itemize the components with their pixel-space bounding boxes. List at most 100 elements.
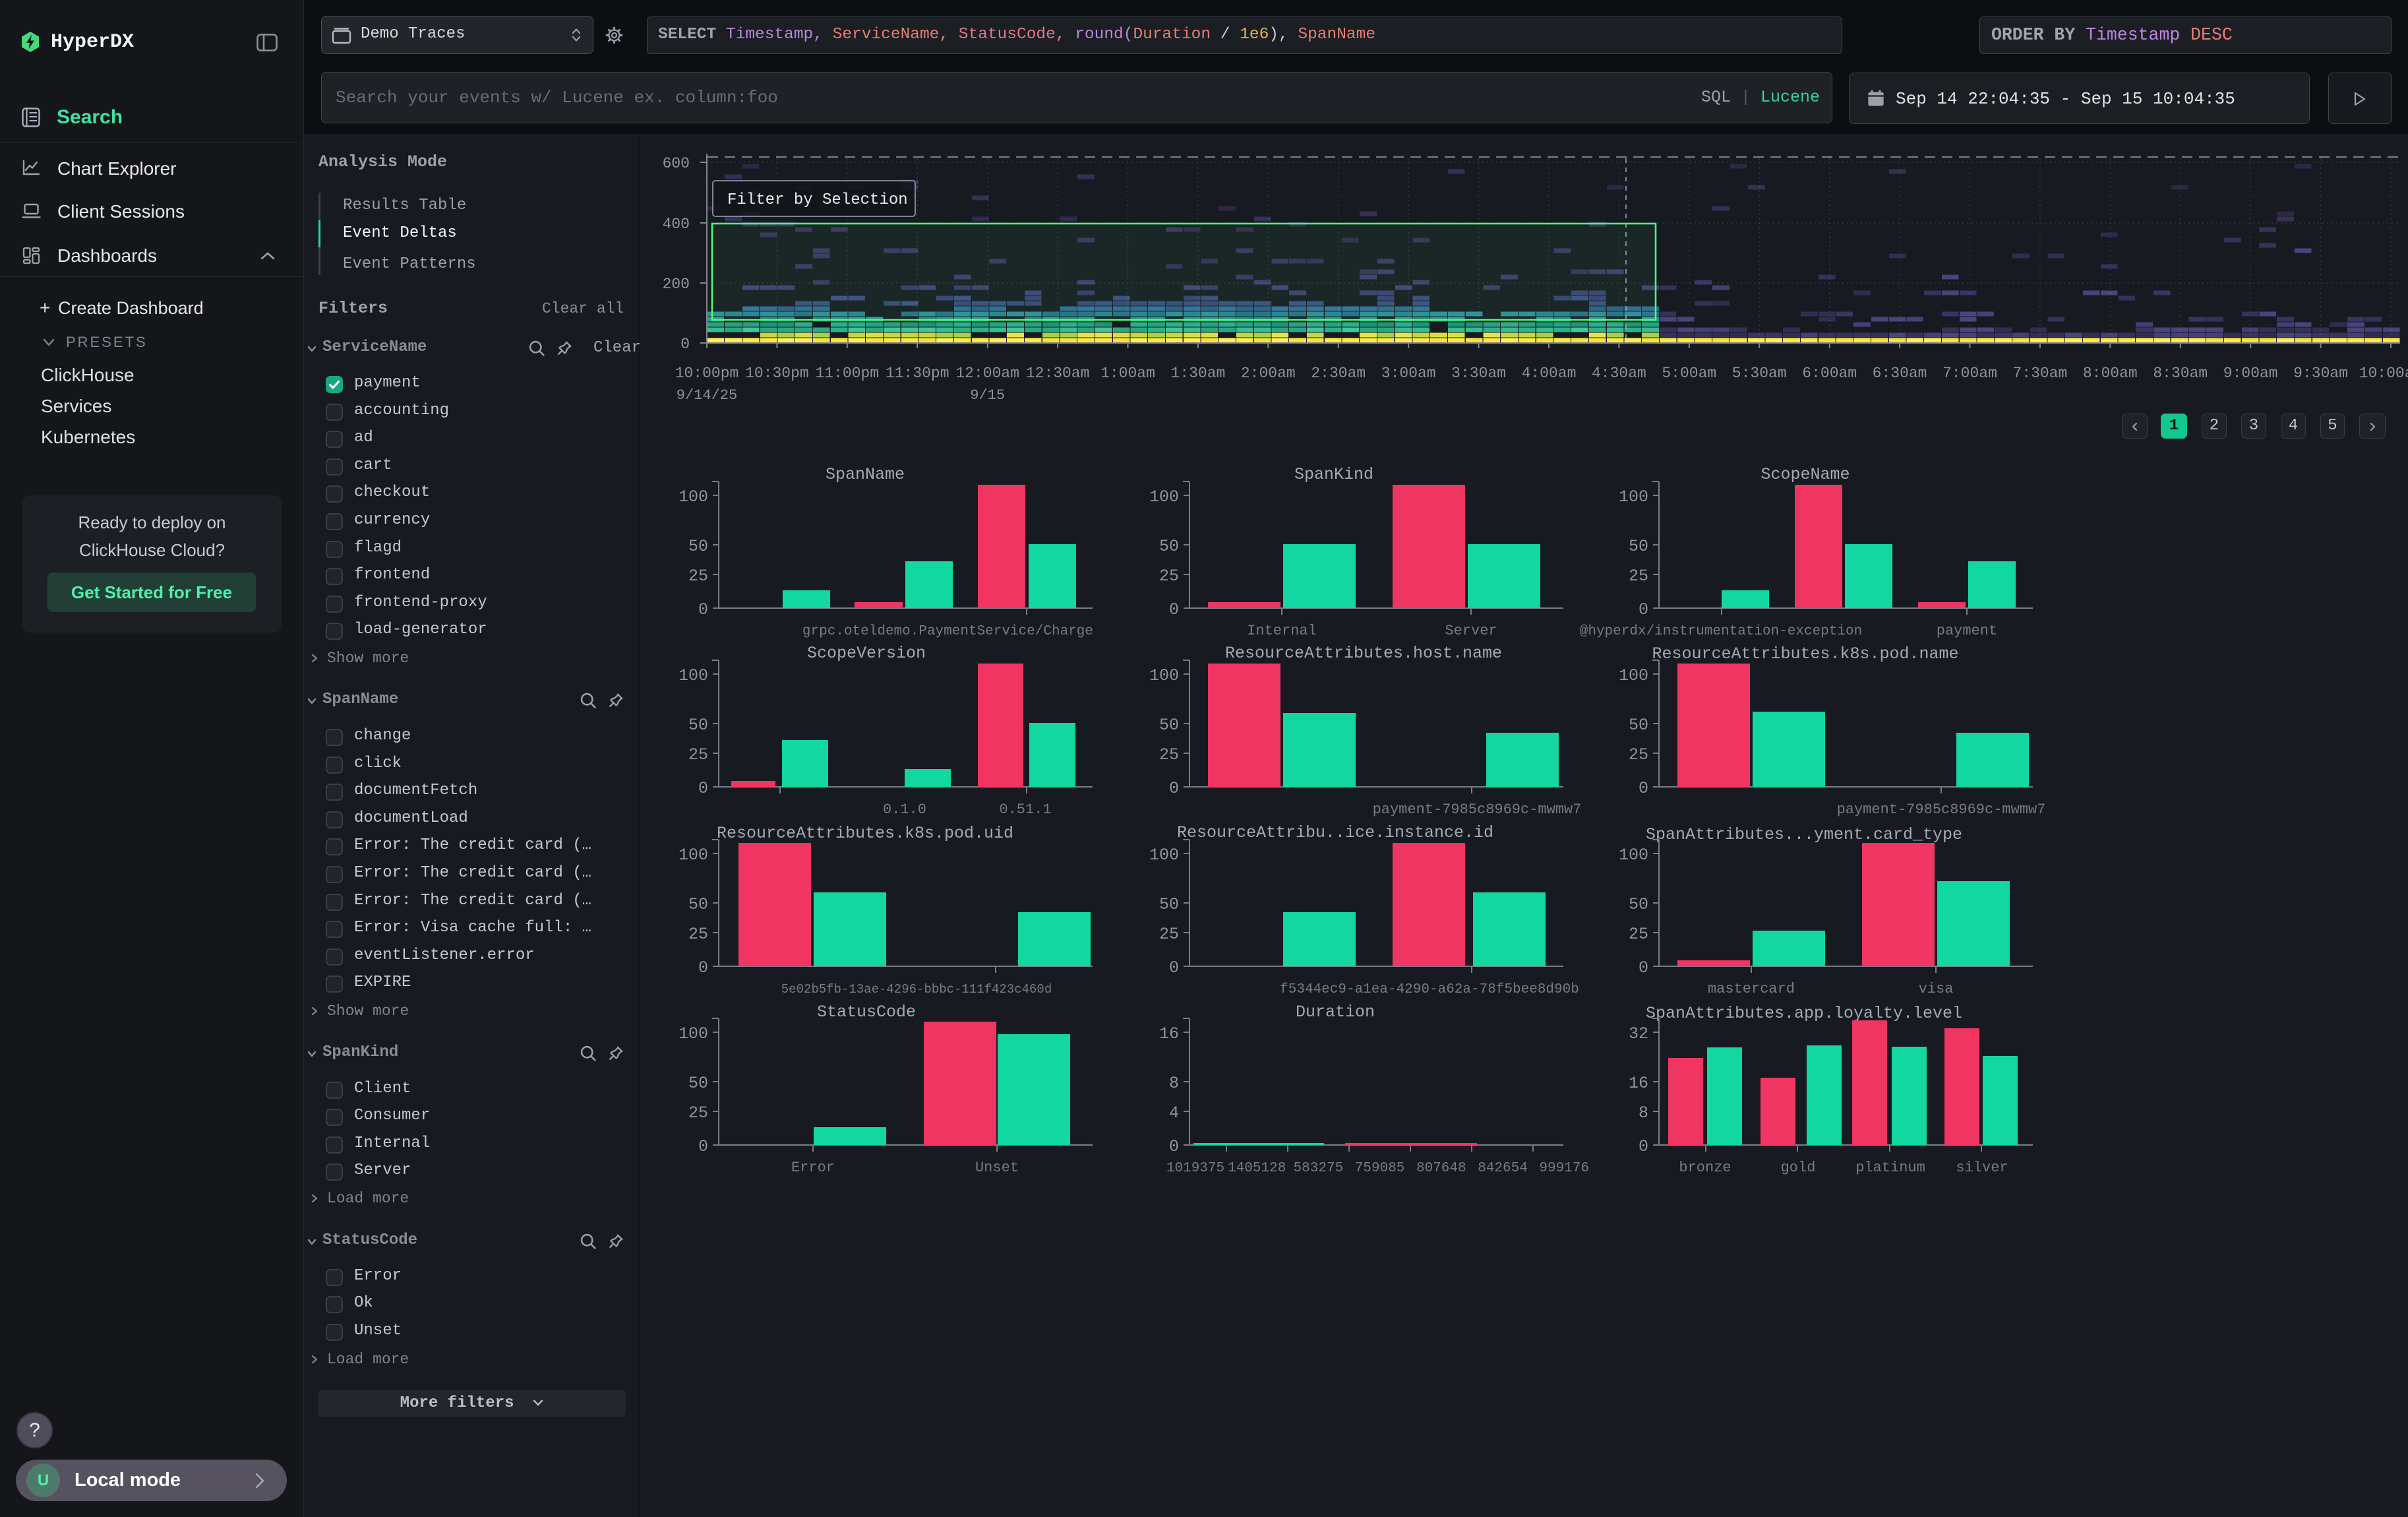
svg-text:25: 25 [688, 1103, 708, 1123]
svg-text:0: 0 [1639, 600, 1648, 619]
svg-text:1019375: 1019375 [1166, 1161, 1224, 1176]
svg-text:2:30am: 2:30am [1311, 365, 1366, 382]
svg-text:gold: gold [1781, 1160, 1816, 1176]
svg-text:0: 0 [1639, 1137, 1648, 1156]
svg-text:9/14/25: 9/14/25 [677, 387, 737, 404]
svg-text:50: 50 [1629, 537, 1648, 556]
svg-text:0: 0 [1169, 1137, 1179, 1156]
svg-text:50: 50 [1159, 895, 1179, 914]
svg-text:Filter by Selection: Filter by Selection [727, 191, 908, 209]
svg-text:ScopeVersion: ScopeVersion [807, 644, 926, 663]
svg-text:ResourceAttribu..ice.instance.: ResourceAttribu..ice.instance.id [1177, 823, 1493, 842]
svg-text:11:00pm: 11:00pm [815, 365, 879, 382]
svg-text:100: 100 [1619, 846, 1648, 865]
svg-text:600: 600 [663, 155, 690, 172]
svg-text:StatusCode: StatusCode [817, 1003, 916, 1022]
svg-text:100: 100 [1619, 666, 1648, 685]
svg-text:100: 100 [678, 666, 708, 685]
svg-text:payment: payment [1937, 623, 1997, 639]
svg-text:7:30am: 7:30am [2012, 365, 2067, 382]
svg-text:16: 16 [1629, 1074, 1648, 1093]
svg-text:16: 16 [1159, 1024, 1179, 1043]
svg-text:11:30pm: 11:30pm [886, 365, 949, 382]
svg-text:8: 8 [1639, 1103, 1648, 1123]
svg-text:100: 100 [1619, 487, 1648, 507]
svg-text:4:00am: 4:00am [1522, 365, 1577, 382]
svg-text:9:00am: 9:00am [2223, 365, 2278, 382]
svg-text:0: 0 [698, 958, 708, 977]
svg-text:platinum: platinum [1855, 1160, 1925, 1176]
svg-text:4:30am: 4:30am [1592, 365, 1646, 382]
svg-text:25: 25 [1159, 925, 1179, 944]
svg-text:SpanKind: SpanKind [1294, 465, 1373, 484]
svg-text:0: 0 [1169, 600, 1179, 619]
svg-text:807648: 807648 [1416, 1161, 1466, 1176]
svg-text:50: 50 [1159, 537, 1179, 556]
svg-text:Duration: Duration [1296, 1003, 1375, 1022]
svg-text:0: 0 [698, 600, 708, 619]
svg-text:100: 100 [1149, 666, 1179, 685]
svg-text:0: 0 [680, 336, 690, 353]
svg-text:@hyperdx/instrumentation-excep: @hyperdx/instrumentation-exception [1580, 624, 1862, 639]
svg-text:12:00am: 12:00am [955, 365, 1019, 382]
svg-text:5:30am: 5:30am [1732, 365, 1787, 382]
svg-text:0.1.0: 0.1.0 [883, 801, 926, 818]
svg-text:1:30am: 1:30am [1170, 365, 1225, 382]
svg-text:50: 50 [1629, 895, 1648, 914]
svg-text:12:30am: 12:30am [1026, 365, 1090, 382]
svg-text:5:00am: 5:00am [1662, 365, 1716, 382]
svg-text:ResourceAttributes.k8s.pod.nam: ResourceAttributes.k8s.pod.name [1652, 644, 1958, 664]
svg-text:10:00pm: 10:00pm [675, 365, 739, 382]
svg-text:Internal: Internal [1247, 623, 1317, 639]
svg-text:Server: Server [1445, 623, 1497, 639]
svg-text:200: 200 [663, 276, 690, 293]
svg-text:25: 25 [688, 567, 708, 586]
svg-text:3:00am: 3:00am [1381, 365, 1436, 382]
svg-text:9:30am: 9:30am [2293, 365, 2348, 382]
svg-text:0: 0 [698, 779, 708, 798]
svg-text:50: 50 [688, 537, 708, 556]
svg-text:842654: 842654 [1478, 1161, 1528, 1176]
svg-text:583275: 583275 [1294, 1161, 1344, 1176]
svg-text:8: 8 [1169, 1074, 1179, 1093]
svg-text:ResourceAttributes.k8s.pod.uid: ResourceAttributes.k8s.pod.uid [717, 824, 1013, 843]
svg-text:25: 25 [1629, 567, 1648, 586]
svg-text:10:30pm: 10:30pm [745, 365, 809, 382]
svg-text:50: 50 [688, 895, 708, 914]
svg-text:silver: silver [1956, 1160, 2008, 1176]
svg-text:visa: visa [1919, 981, 1954, 997]
svg-text:f5344ec9-a1ea-4290-a62a-78f5be: f5344ec9-a1ea-4290-a62a-78f5bee8d90b [1280, 982, 1579, 997]
svg-text:100: 100 [678, 1024, 708, 1043]
svg-text:100: 100 [1149, 846, 1179, 865]
svg-text:759085: 759085 [1355, 1161, 1405, 1176]
svg-text:mastercard: mastercard [1708, 981, 1795, 997]
svg-text:grpc.oteldemo.PaymentService/C: grpc.oteldemo.PaymentService/Charge [802, 624, 1093, 639]
svg-text:25: 25 [688, 745, 708, 764]
svg-text:0: 0 [1639, 779, 1648, 798]
svg-text:Unset: Unset [975, 1160, 1019, 1176]
svg-text:50: 50 [688, 716, 708, 735]
svg-text:8:00am: 8:00am [2083, 365, 2138, 382]
svg-text:10:00am: 10:00am [2359, 365, 2408, 382]
svg-text:SpanAttributes.app.loyalty.lev: SpanAttributes.app.loyalty.level [1646, 1004, 1962, 1023]
svg-text:0.51.1: 0.51.1 [999, 801, 1051, 818]
svg-text:0: 0 [1169, 779, 1179, 798]
svg-text:25: 25 [1629, 925, 1648, 944]
svg-text:4: 4 [1169, 1103, 1179, 1123]
svg-text:2:00am: 2:00am [1241, 365, 1296, 382]
svg-text:1:00am: 1:00am [1100, 365, 1155, 382]
svg-text:ResourceAttributes.host.name: ResourceAttributes.host.name [1225, 644, 1502, 663]
svg-text:0: 0 [1639, 958, 1648, 977]
svg-text:8:30am: 8:30am [2153, 365, 2208, 382]
svg-text:6:30am: 6:30am [1873, 365, 1927, 382]
svg-text:100: 100 [678, 846, 708, 865]
svg-text:SpanName: SpanName [826, 465, 905, 484]
svg-text:5e02b5fb-13ae-4296-bbbc-111f42: 5e02b5fb-13ae-4296-bbbc-111f423c460d [781, 982, 1052, 997]
svg-text:25: 25 [1159, 567, 1179, 586]
svg-text:3:30am: 3:30am [1451, 365, 1506, 382]
svg-text:100: 100 [1149, 487, 1179, 507]
svg-text:25: 25 [1629, 745, 1648, 764]
svg-text:25: 25 [1159, 745, 1179, 764]
svg-text:7:00am: 7:00am [1942, 365, 1997, 382]
svg-text:50: 50 [1629, 716, 1648, 735]
